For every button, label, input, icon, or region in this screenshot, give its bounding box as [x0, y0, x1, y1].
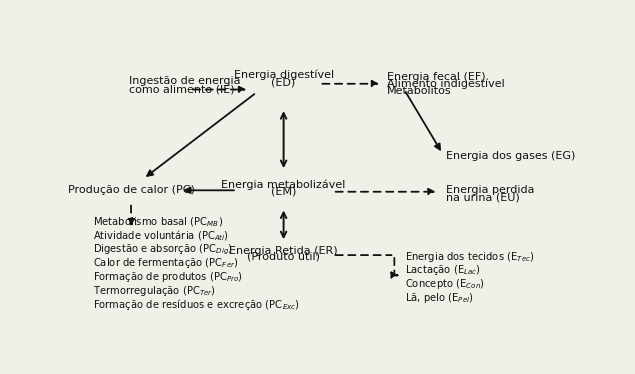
Text: Energia metabolizável: Energia metabolizável: [222, 179, 346, 190]
Text: na urina (EU): na urina (EU): [446, 193, 520, 202]
Text: Concepto (E$_{Con}$): Concepto (E$_{Con}$): [405, 277, 485, 291]
Text: Termorregulação (PC$_{Ter}$): Termorregulação (PC$_{Ter}$): [93, 284, 217, 298]
Text: Ingestão de energia: Ingestão de energia: [128, 76, 240, 86]
Text: Energia digestível: Energia digestível: [234, 70, 333, 80]
Text: Produção de calor (PC): Produção de calor (PC): [67, 185, 194, 195]
Text: Energia fecal (EF): Energia fecal (EF): [387, 71, 486, 82]
Text: Formação de produtos (PC$_{Pro}$): Formação de produtos (PC$_{Pro}$): [93, 270, 243, 284]
Text: (EM): (EM): [271, 187, 297, 197]
Text: Lactação (E$_{Lac}$): Lactação (E$_{Lac}$): [405, 263, 481, 278]
FancyBboxPatch shape: [73, 41, 578, 337]
Text: Formação de resíduos e excreção (PC$_{Exc}$): Formação de resíduos e excreção (PC$_{Ex…: [93, 297, 300, 312]
Text: Calor de fermentação (PC$_{Fer}$): Calor de fermentação (PC$_{Fer}$): [93, 257, 239, 270]
Text: Metabólitos: Metabólitos: [387, 86, 451, 96]
Text: Alimento indigestível: Alimento indigestível: [387, 79, 505, 89]
Text: Atividade voluntária (PC$_{Ati}$): Atividade voluntária (PC$_{Ati}$): [93, 229, 229, 243]
Text: Lã, pelo (E$_{Pel}$): Lã, pelo (E$_{Pel}$): [405, 291, 474, 305]
Text: (ED): (ED): [272, 78, 296, 88]
Text: (Produto útil): (Produto útil): [247, 253, 320, 263]
Text: Digestão e absorção (PC$_{Dig}$): Digestão e absorção (PC$_{Dig}$): [93, 242, 233, 257]
Text: Energia dos gases (EG): Energia dos gases (EG): [446, 151, 575, 161]
Text: Energia perdida: Energia perdida: [446, 185, 535, 195]
Text: Energia dos tecidos (E$_{Tec}$): Energia dos tecidos (E$_{Tec}$): [405, 249, 535, 264]
Text: como alimento (IE): como alimento (IE): [128, 85, 234, 95]
Text: Metabolismo basal (PC$_{MB}$): Metabolismo basal (PC$_{MB}$): [93, 215, 224, 229]
Text: Energia Retida (ER): Energia Retida (ER): [229, 246, 338, 256]
